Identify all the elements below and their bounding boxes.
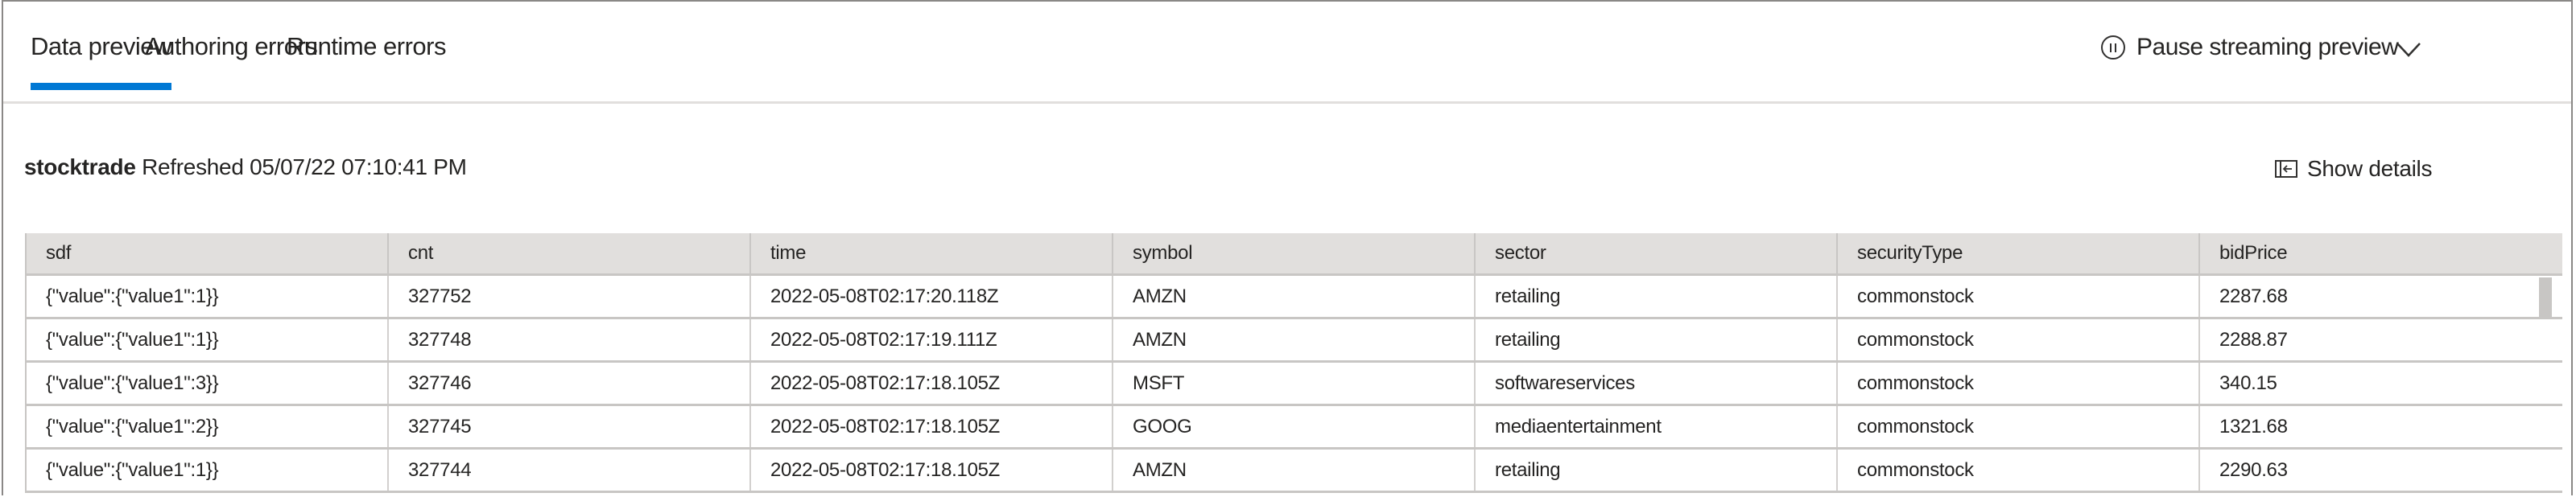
cell-symbol: GOOG <box>1112 406 1474 447</box>
cell-sector: mediaentertainment <box>1474 406 1836 447</box>
cell-sector: retailing <box>1474 450 1836 491</box>
cell-time: 2022-05-08T02:17:20.118Z <box>749 276 1112 317</box>
cell-time: 2022-05-08T02:17:19.111Z <box>749 319 1112 360</box>
table-row[interactable]: {"value":{"value1":1}} 327752 2022-05-08T0… <box>25 276 2562 319</box>
cell-sector: retailing <box>1474 276 1836 317</box>
cell-sector: retailing <box>1474 319 1836 360</box>
table-header-row: sdf cnt time symbol sector securityType … <box>25 233 2562 276</box>
cell-securitytype: commonstock <box>1836 319 2198 360</box>
cell-securitytype: commonstock <box>1836 450 2198 491</box>
chevron-down-icon[interactable] <box>2392 34 2425 66</box>
cell-cnt: 327748 <box>387 319 749 360</box>
table-row[interactable]: {"value":{"value1":1}} 327748 2022-05-08T0… <box>25 319 2562 363</box>
tab-authoring-errors[interactable]: Authoring errors <box>145 32 318 60</box>
cell-cnt: 327744 <box>387 450 749 491</box>
cell-sdf: {"value":{"value1":1}} <box>25 276 387 317</box>
cell-cnt: 327745 <box>387 406 749 447</box>
column-header-symbol[interactable]: symbol <box>1112 233 1474 273</box>
pause-streaming-preview-button[interactable]: Pause streaming preview <box>2101 34 2399 61</box>
pause-circle-icon <box>2101 35 2125 60</box>
column-header-time[interactable]: time <box>749 233 1112 273</box>
tab-runtime-errors[interactable]: Runtime errors <box>287 32 447 60</box>
table-row[interactable]: {"value":{"value1":2}} 327745 2022-05-08T0… <box>25 406 2562 450</box>
cell-securitytype: commonstock <box>1836 276 2198 317</box>
preview-title: stocktrade Refreshed 05/07/22 07:10:41 P… <box>24 154 467 180</box>
table-row[interactable]: {"value":{"value1":3}} 327746 2022-05-08T0… <box>25 363 2562 406</box>
column-header-sdf[interactable]: sdf <box>25 233 387 273</box>
column-header-securitytype[interactable]: securityType <box>1836 233 2198 273</box>
cell-time: 2022-05-08T02:17:18.105Z <box>749 363 1112 404</box>
cell-securitytype: commonstock <box>1836 363 2198 404</box>
cell-bidprice: 2288.87 <box>2198 319 2561 360</box>
cell-symbol: MSFT <box>1112 363 1474 404</box>
cell-securitytype: commonstock <box>1836 406 2198 447</box>
cell-cnt: 327746 <box>387 363 749 404</box>
show-details-button[interactable]: Show details <box>2275 156 2432 182</box>
show-details-label: Show details <box>2307 156 2433 181</box>
cell-bidprice: 2290.63 <box>2198 450 2561 491</box>
cell-bidprice: 340.15 <box>2198 363 2561 404</box>
cell-symbol: AMZN <box>1112 319 1474 360</box>
cell-bidprice: 1321.68 <box>2198 406 2561 447</box>
table-row[interactable]: {"value":{"value1":1}} 327744 2022-05-08T0… <box>25 450 2562 493</box>
cell-time: 2022-05-08T02:17:18.105Z <box>749 406 1112 447</box>
panel-open-icon <box>2275 160 2297 178</box>
cell-symbol: AMZN <box>1112 276 1474 317</box>
tab-data-preview[interactable]: Data preview <box>31 32 171 90</box>
column-header-bidprice[interactable]: bidPrice <box>2198 233 2561 273</box>
column-header-cnt[interactable]: cnt <box>387 233 749 273</box>
data-preview-table: sdf cnt time symbol sector securityType … <box>25 233 2562 493</box>
cell-sdf: {"value":{"value1":2}} <box>25 406 387 447</box>
pause-streaming-preview-label: Pause streaming preview <box>2136 34 2399 60</box>
vertical-scrollbar[interactable] <box>2539 277 2552 318</box>
cell-cnt: 327752 <box>387 276 749 317</box>
cell-time: 2022-05-08T02:17:18.105Z <box>749 450 1112 491</box>
refreshed-timestamp: Refreshed 05/07/22 07:10:41 PM <box>142 154 467 179</box>
cell-sdf: {"value":{"value1":3}} <box>25 363 387 404</box>
tab-bar: Data preview Authoring errors Runtime er… <box>3 2 2571 104</box>
cell-sdf: {"value":{"value1":1}} <box>25 319 387 360</box>
source-name: stocktrade <box>24 154 136 179</box>
cell-bidprice: 2287.68 <box>2198 276 2561 317</box>
cell-symbol: AMZN <box>1112 450 1474 491</box>
cell-sdf: {"value":{"value1":1}} <box>25 450 387 491</box>
column-header-sector[interactable]: sector <box>1474 233 1836 273</box>
cell-sector: softwareservices <box>1474 363 1836 404</box>
